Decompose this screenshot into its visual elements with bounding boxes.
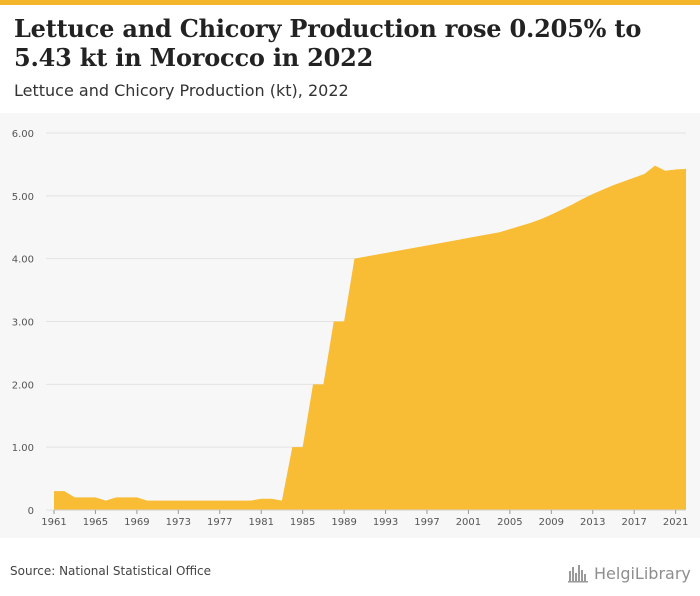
y-tick-label: 2.00 [12, 380, 34, 391]
x-tick-label: 1965 [83, 517, 108, 528]
x-tick-label: 2013 [580, 517, 605, 528]
source-note: Source: National Statistical Office [10, 564, 212, 578]
x-tick-label: 1969 [124, 517, 149, 528]
page-title: Lettuce and Chicory Production rose 0.20… [14, 14, 642, 72]
x-tick-label: 1977 [207, 517, 232, 528]
y-tick-label: 5.00 [12, 192, 34, 203]
area-series [54, 165, 686, 511]
y-tick-label: 4.00 [12, 255, 34, 266]
x-tick-label: 1985 [290, 517, 315, 528]
x-tick-label: 1973 [166, 517, 191, 528]
x-tick-label: 1961 [41, 517, 66, 528]
chart-subtitle: Lettuce and Chicory Production (kt), 202… [14, 81, 349, 100]
chart-panel: 0 1.00 2.00 3.00 4.00 5.00 6.00 1961 1965 1969 197… [0, 113, 700, 538]
x-tick-label: 1997 [414, 517, 439, 528]
x-tick-label: 1981 [248, 517, 273, 528]
y-tick-label: 6.00 [12, 129, 34, 140]
x-tick-label: 2001 [456, 517, 481, 528]
brand-name: HelgiLibrary [594, 563, 691, 583]
x-tick-label: 2017 [621, 517, 646, 528]
x-tick-label: 1989 [331, 517, 356, 528]
y-tick-label: 0 [28, 506, 34, 517]
y-tick-label: 3.00 [12, 318, 34, 329]
x-tick-label: 2021 [663, 517, 688, 528]
x-tick-label: 1993 [373, 517, 398, 528]
helgilibrary-logo-icon [568, 565, 588, 583]
x-tick-label: 2009 [539, 517, 564, 528]
y-tick-label: 1.00 [12, 443, 34, 454]
top-accent-bar [0, 0, 700, 5]
area-chart: 0 1.00 2.00 3.00 4.00 5.00 6.00 1961 1965 1969 197… [12, 129, 689, 528]
helgilibrary-logo[interactable]: HelgiLibrary [568, 560, 691, 586]
x-tick-label: 2005 [497, 517, 522, 528]
